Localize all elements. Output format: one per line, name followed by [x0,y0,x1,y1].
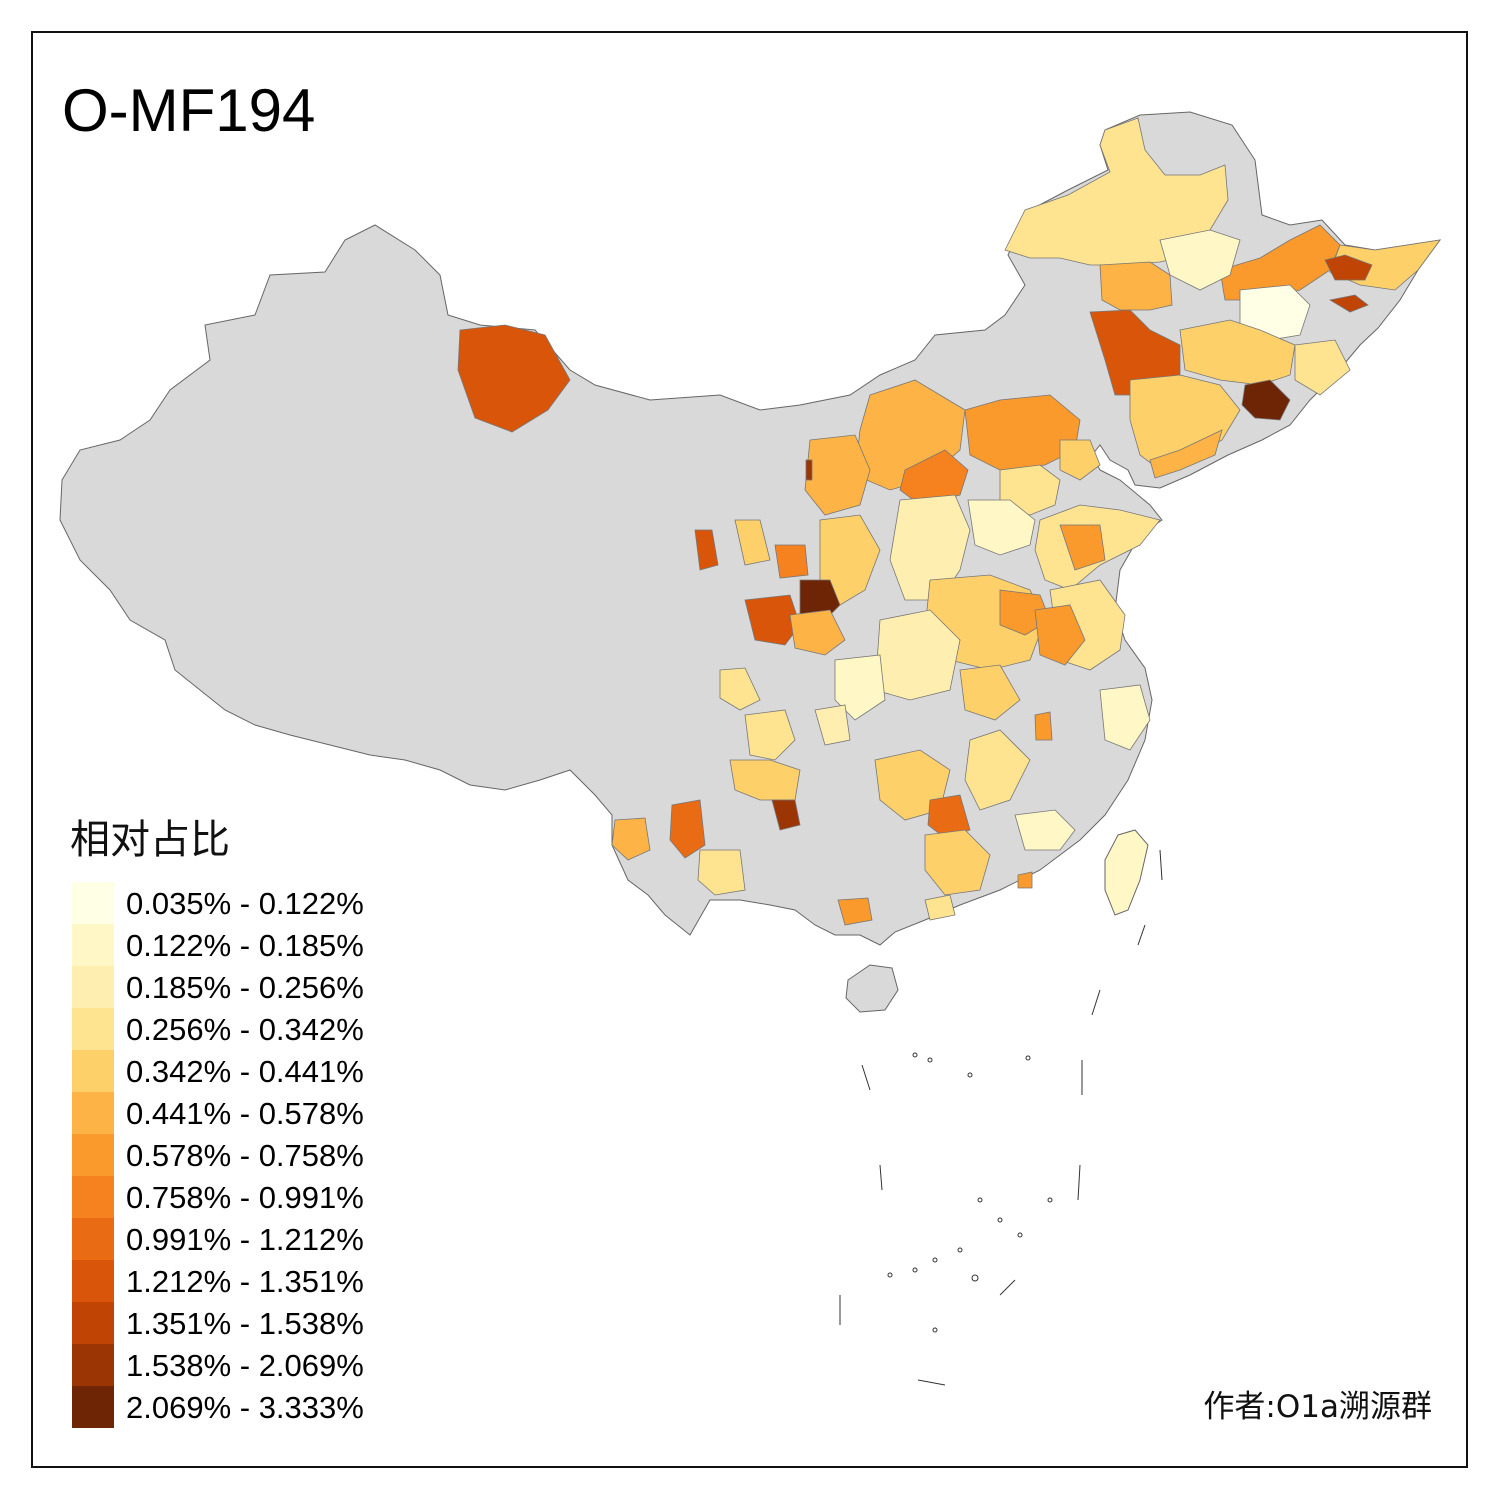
legend-label: 2.069% - 3.333% [126,1390,364,1425]
region-wuhan [959,664,1021,721]
legend-swatch [72,966,114,1008]
region-anhui [1034,604,1086,666]
legend-swatch [72,882,114,924]
region-baiyin [734,519,771,566]
legend-label: 0.441% - 0.578% [126,1096,364,1131]
region-guangdong-north [924,829,991,896]
region-nanning [837,897,873,926]
legend-swatch [72,1260,114,1302]
legend-swatch [72,1134,114,1176]
legend-label: 0.991% - 1.212% [126,1222,364,1257]
taiwan [1104,829,1149,916]
legend-swatch [72,924,114,966]
region-chengdu [744,709,796,761]
legend-label: 0.758% - 0.991% [126,1180,364,1215]
region-wuhai [805,459,813,481]
legend-label: 0.578% - 0.758% [126,1138,364,1173]
legend-swatch [72,1386,114,1428]
region-qingdao [1059,524,1106,571]
legend-swatch [72,1050,114,1092]
legend-label: 1.212% - 1.351% [126,1264,364,1299]
region-yinchuan [694,529,719,571]
map-title: O-MF194 [62,77,316,144]
region-longnan [789,609,846,656]
region-xinjiang-north [457,324,571,433]
legend-label: 0.256% - 0.342% [126,1012,364,1047]
region-xiangyang [834,654,886,721]
region-tianjin [1059,439,1101,481]
author-credit: 作者:O1a溯源群 [1203,1389,1432,1425]
region-zhejiang [1099,684,1151,751]
legend-label: 1.351% - 1.538% [126,1306,364,1341]
legend-label: 0.342% - 0.441% [126,1054,364,1089]
region-jinhua [1034,711,1053,741]
region-zunyi [771,799,801,831]
region-jilin-east [1294,339,1351,396]
legend-swatch [72,1218,114,1260]
region-mudanjiang [1328,294,1369,313]
region-lijiang [669,799,706,859]
legend-swatch [72,1344,114,1386]
region-hulunbuir-south [1099,261,1173,311]
region-ulanqab [899,449,969,506]
legend-swatch [72,1176,114,1218]
south-china-sea-islands [839,849,1163,1386]
region-jixi [1324,254,1373,281]
region-jilin [1179,319,1296,386]
region-hebei [967,499,1036,556]
region-qiqihar [1159,229,1241,291]
region-fujian [1014,809,1076,851]
region-dalian [1149,429,1223,479]
region-pingliang [774,544,809,579]
legend-title: 相对占比 [70,817,230,863]
region-shantou [1017,871,1033,889]
region-chongqing [814,704,851,746]
legend-label: 0.035% - 0.122% [126,886,364,921]
legend-swatch [72,1008,114,1050]
region-kunming [697,849,746,896]
region-tonghua [1241,379,1291,421]
region-dehong [611,817,651,861]
region-jiangxi [964,729,1031,811]
region-sichuan-north [719,667,761,711]
region-ordos [804,434,871,516]
hainan [845,964,899,1013]
legend-label: 0.185% - 0.256% [126,970,364,1005]
legend-label: 0.122% - 0.185% [126,928,364,963]
region-guangzhou [924,894,956,921]
legend-swatch [72,1302,114,1344]
legend-swatch [72,1092,114,1134]
region-tianshui [744,594,801,646]
legend-label: 1.538% - 2.069% [126,1348,364,1383]
